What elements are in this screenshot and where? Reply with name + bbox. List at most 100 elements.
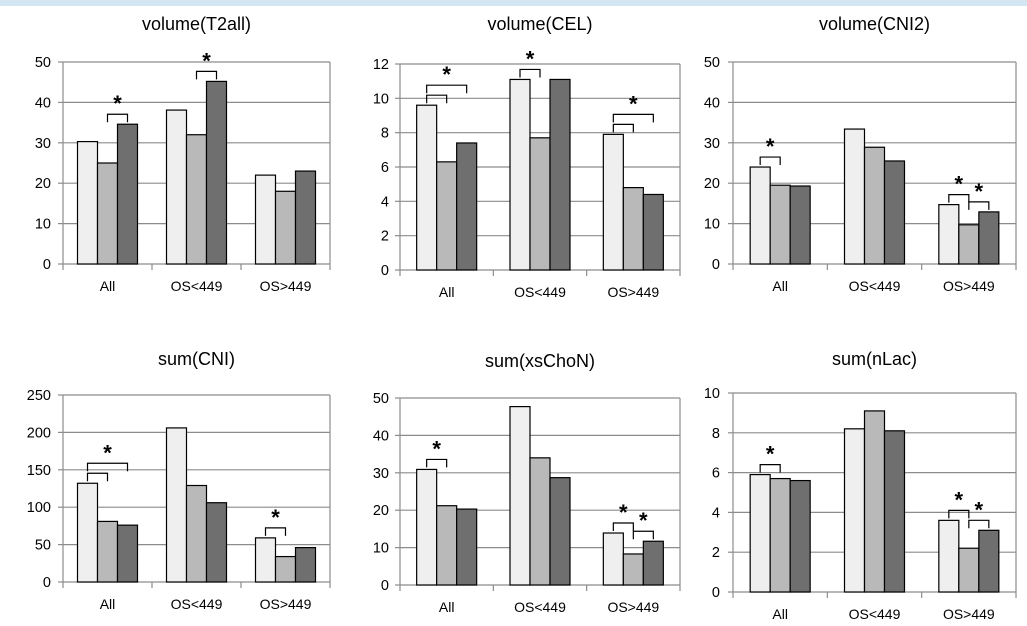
significance-bracket: [426, 94, 448, 104]
y-tick-label: 6: [381, 160, 389, 176]
bar-series-1-OS<449: [165, 427, 188, 583]
y-tick-label: 4: [381, 194, 389, 210]
significance-bracket: [968, 519, 990, 529]
chart-title: sum(nLac): [832, 349, 917, 369]
y-tick-label: 0: [712, 585, 720, 601]
y-tick-label: 0: [381, 578, 389, 594]
bar-series-2-OS>449: [958, 224, 980, 265]
y-tick-label: 40: [35, 95, 51, 111]
x-category-label: OS<449: [849, 606, 901, 622]
significance-star: *: [955, 487, 964, 512]
y-tick-label: 200: [27, 425, 51, 441]
bar-series-2-OS>449: [274, 190, 297, 265]
y-tick-label: 4: [712, 505, 720, 521]
chart-title: volume(CNI2): [819, 14, 930, 34]
bar-series-2-OS<449: [863, 146, 886, 265]
significance-star: *: [202, 48, 211, 73]
bar-series-2-All: [96, 520, 119, 583]
bar-series-3-All: [789, 185, 811, 265]
significance-star: *: [526, 46, 535, 71]
significance-bracket: [948, 509, 970, 519]
y-tick-label: 30: [35, 136, 51, 152]
y-tick-label: 10: [704, 217, 720, 233]
significance-bracket: [612, 123, 634, 133]
bar-series-1-OS<449: [843, 128, 866, 265]
significance-star: *: [103, 440, 112, 465]
chart-title: sum(CNI): [158, 349, 235, 369]
y-tick-label: 40: [704, 95, 720, 111]
chart-title: volume(CEL): [487, 14, 592, 34]
significance-bracket: [86, 462, 129, 472]
bar-series-3-OS>449: [642, 540, 664, 586]
bar-series-3-OS<449: [205, 80, 228, 265]
bar-series-1-OS>449: [254, 174, 277, 265]
x-category-label: OS<449: [171, 278, 223, 294]
bar-series-3-All: [789, 479, 811, 593]
y-tick-label: 10: [373, 541, 389, 557]
significance-star: *: [629, 91, 638, 116]
significance-bracket: [426, 458, 448, 468]
bar-series-1-All: [416, 468, 438, 586]
x-category-label: OS>449: [607, 599, 659, 615]
bar-series-1-OS>449: [938, 204, 960, 265]
bar-series-1-OS<449: [509, 406, 531, 586]
bar-series-1-OS<449: [843, 428, 866, 593]
y-tick-label: 0: [712, 257, 720, 273]
bar-series-3-OS<449: [883, 430, 906, 593]
y-tick-label: 0: [43, 575, 51, 591]
bar-series-2-OS<449: [185, 134, 208, 265]
x-category-label: OS<449: [171, 596, 223, 612]
chart-6: sum(nLac) 0 2 4 6 8 10 All OS<449 OS>449 * * *: [704, 349, 1017, 622]
significance-star: *: [975, 179, 984, 204]
significance-bracket: [759, 463, 781, 473]
chart-3: volume(CNI2) 0 10 20 30 40 50 All OS<449 OS>449 * *…: [704, 14, 1017, 294]
y-tick-label: 2: [381, 229, 389, 245]
significance-bracket: [519, 68, 541, 78]
bar-series-1-All: [76, 482, 99, 583]
x-category-label: OS>449: [260, 596, 312, 612]
significance-star: *: [639, 508, 648, 533]
x-category-label: OS<449: [849, 278, 901, 294]
bar-series-3-All: [456, 508, 478, 586]
bar-series-2-All: [436, 161, 458, 271]
x-category-label: All: [100, 278, 116, 294]
significance-bracket: [759, 156, 781, 166]
y-tick-label: 10: [35, 217, 51, 233]
x-category-label: All: [772, 606, 788, 622]
significance-bracket: [612, 113, 654, 123]
chart-title: sum(xsChoN): [485, 351, 595, 371]
bar-series-1-All: [749, 166, 771, 265]
y-tick-label: 50: [704, 55, 720, 71]
y-tick-label: 20: [373, 503, 389, 519]
bar-series-3-OS<449: [883, 160, 906, 265]
significance-star: *: [271, 505, 280, 530]
x-category-label: OS>449: [607, 284, 659, 300]
bar-series-2-All: [436, 505, 458, 586]
significance-star: *: [766, 134, 775, 159]
bar-series-3-OS>449: [294, 170, 317, 265]
x-category-label: All: [772, 278, 788, 294]
x-category-label: All: [100, 596, 116, 612]
significance-bracket: [612, 522, 634, 532]
y-tick-label: 2: [712, 545, 720, 561]
significance-bracket: [426, 84, 468, 94]
significance-bracket: [632, 530, 654, 540]
chart-1: volume(T2all) 0 10 20 30 40 50 All OS<449 OS>449 *…: [35, 14, 331, 294]
bar-series-3-OS>449: [978, 211, 1000, 265]
significance-bracket: [264, 527, 287, 536]
y-tick-label: 10: [704, 386, 720, 402]
significance-star: *: [619, 500, 628, 525]
y-tick-label: 40: [373, 428, 389, 444]
bar-series-2-OS>449: [622, 187, 644, 271]
bar-series-2-OS<449: [185, 484, 208, 583]
chart-2: volume(CEL) 0 2 4 6 8 10 12 All OS<449 OS>449 * * *: [373, 14, 681, 300]
y-tick-label: 50: [35, 538, 51, 554]
y-tick-label: 50: [373, 391, 389, 407]
bar-series-3-All: [116, 123, 139, 265]
significance-bracket: [86, 472, 109, 482]
bar-series-3-All: [456, 142, 478, 271]
y-tick-label: 150: [27, 463, 51, 479]
bar-series-1-All: [76, 140, 99, 265]
bar-series-3-OS<449: [549, 477, 571, 586]
x-category-label: All: [439, 599, 455, 615]
